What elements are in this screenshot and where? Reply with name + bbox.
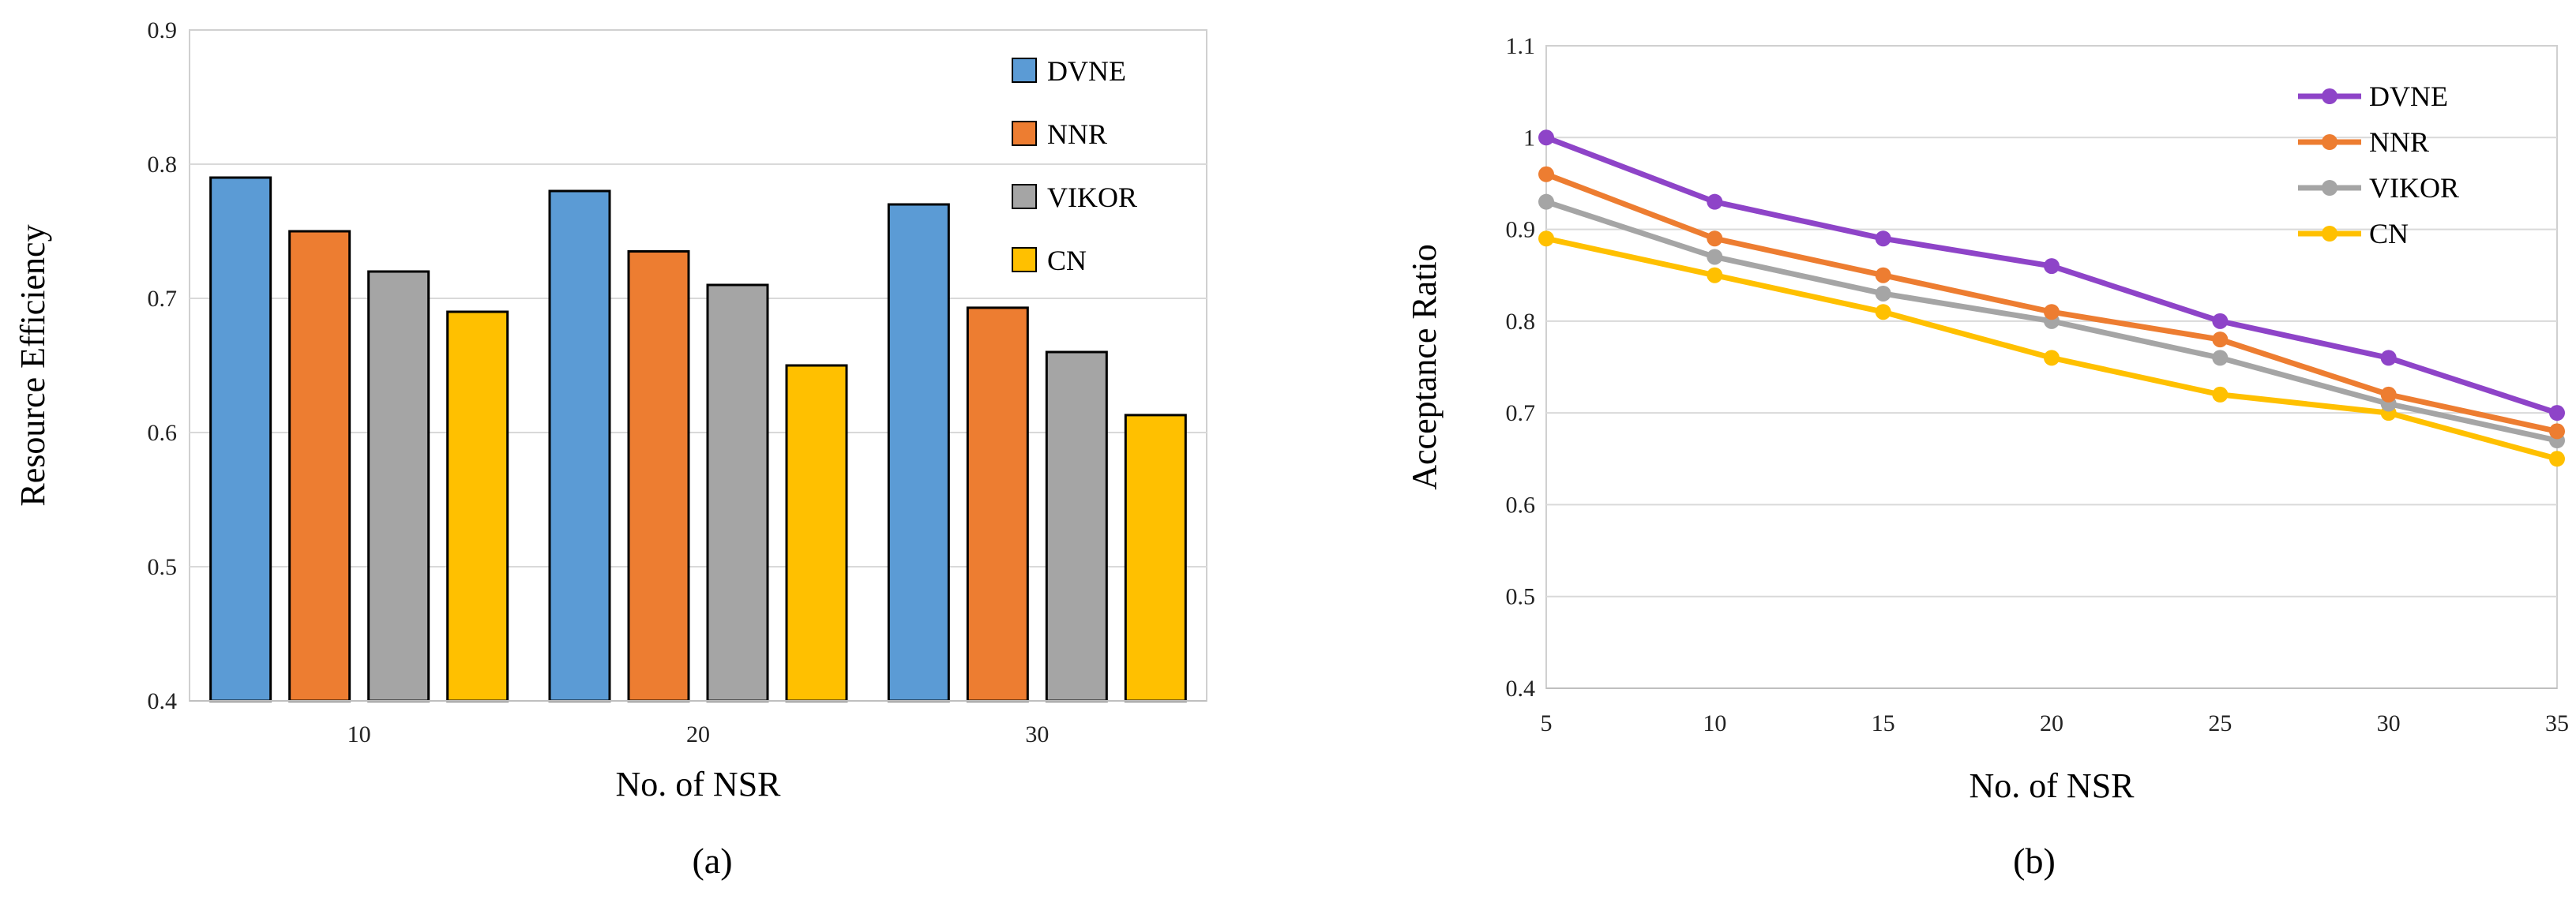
y-tick-label-a: 0.5	[148, 554, 178, 580]
point-cn-15	[1875, 304, 1891, 320]
point-dvne-5	[1538, 129, 1554, 146]
x-tick-label-b: 15	[1872, 710, 1895, 736]
point-vikor-15	[1875, 285, 1891, 302]
bar-vikor-20	[706, 283, 769, 702]
legend-label-b-vikor: VIKOR	[2369, 172, 2459, 204]
point-nnr-10	[1707, 230, 1723, 247]
point-dvne-30	[2380, 350, 2397, 366]
legend-marker-b-cn	[2322, 226, 2338, 242]
legend-label-b-nnr: NNR	[2369, 126, 2429, 158]
y-tick-label-b: 0.5	[1506, 584, 1536, 610]
point-nnr-15	[1875, 267, 1891, 283]
legend-swatch-a-vikor	[1012, 184, 1037, 209]
y-tick-label-a: 0.7	[148, 286, 178, 312]
y-tick-label-b: 0.7	[1506, 400, 1536, 426]
point-dvne-35	[2549, 405, 2565, 421]
x-tick-label-a: 30	[1025, 721, 1049, 747]
point-dvne-25	[2212, 313, 2229, 329]
x-axis-title-a: No. of NSR	[615, 765, 781, 803]
legend-label-b-cn: CN	[2369, 218, 2409, 249]
x-tick-label-a: 20	[686, 721, 710, 747]
x-tick-label-a: 10	[347, 721, 371, 747]
bar-dvne-20	[548, 189, 611, 702]
legend-swatch-a-dvne	[1012, 58, 1037, 83]
y-tick-label-a: 0.6	[148, 420, 178, 446]
point-nnr-35	[2549, 423, 2565, 440]
x-axis-title-b: No. of NSR	[1969, 766, 2135, 805]
point-cn-10	[1707, 267, 1723, 283]
bar-cn-30	[1124, 414, 1187, 702]
x-tick-label-b: 10	[1703, 710, 1726, 736]
legend-label-b-dvne: DVNE	[2369, 81, 2448, 112]
bar-dvne-30	[887, 203, 950, 702]
x-tick-label-b: 20	[2040, 710, 2063, 736]
bar-vikor-10	[367, 270, 430, 702]
plot-area-b	[1545, 45, 2558, 689]
point-nnr-20	[2044, 304, 2060, 320]
legend-label-a-vikor: VIKOR	[1047, 182, 1137, 213]
y-tick-label-a: 0.8	[148, 152, 178, 178]
panel-label-b: (b)	[2013, 841, 2056, 881]
legend-marker-b-vikor	[2322, 180, 2338, 196]
panel-label-a: (a)	[692, 841, 732, 881]
legend-label-a-dvne: DVNE	[1047, 55, 1126, 87]
point-vikor-25	[2212, 350, 2229, 366]
bar-cn-10	[446, 310, 509, 702]
point-cn-25	[2212, 386, 2229, 403]
legend-marker-b-nnr	[2322, 134, 2338, 150]
bar-cn-20	[785, 364, 848, 702]
bar-dvne-10	[209, 176, 272, 702]
y-tick-label-a: 0.9	[148, 17, 178, 43]
chart-b-acceptance-ratio: 0.4 0.5 0.6 0.7 0.8 0.9 1 1.1 5 10 15 20 25 30 35 No. o…	[1405, 33, 2569, 881]
x-tick-label-b: 5	[1541, 710, 1553, 736]
point-dvne-15	[1875, 230, 1891, 247]
legend-swatch-a-nnr	[1012, 121, 1037, 146]
point-nnr-5	[1538, 166, 1554, 182]
y-tick-label-b: 0.8	[1506, 309, 1536, 335]
point-cn-5	[1538, 230, 1554, 247]
y-axis-title-b: Acceptance Ratio	[1405, 244, 1444, 490]
x-tick-label-b: 30	[2377, 710, 2401, 736]
bar-vikor-30	[1045, 350, 1108, 702]
y-tick-label-a: 0.4	[148, 688, 178, 714]
y-tick-label-b: 1	[1523, 125, 1535, 151]
legend-label-a-cn: CN	[1047, 245, 1087, 276]
point-dvne-20	[2044, 258, 2060, 275]
bar-nnr-10	[288, 230, 351, 702]
plot-area-a	[189, 29, 1207, 702]
y-tick-label-b: 0.4	[1506, 676, 1536, 702]
legend-swatch-a-cn	[1012, 247, 1037, 272]
y-axis-title-a: Resource Efficiency	[13, 224, 52, 506]
point-nnr-25	[2212, 332, 2229, 348]
point-dvne-10	[1707, 193, 1723, 210]
x-tick-label-b: 25	[2208, 710, 2232, 736]
y-tick-label-b: 0.6	[1506, 492, 1536, 518]
bar-nnr-20	[627, 250, 690, 702]
point-nnr-30	[2380, 386, 2397, 403]
point-cn-35	[2549, 451, 2565, 467]
point-cn-20	[2044, 350, 2060, 366]
legend-label-a-nnr: NNR	[1047, 118, 1107, 150]
legend-marker-b-dvne	[2322, 88, 2338, 104]
x-tick-label-b: 35	[2545, 710, 2569, 736]
y-tick-label-b: 0.9	[1506, 217, 1536, 243]
point-vikor-10	[1707, 249, 1723, 265]
chart-a-resource-efficiency: 0.4 0.5 0.6 0.7 0.8 0.9 10 20 30 No. of NSR Resour…	[13, 17, 1207, 881]
y-tick-label-b: 1.1	[1506, 33, 1536, 59]
point-vikor-5	[1538, 193, 1554, 210]
bar-nnr-30	[966, 306, 1029, 702]
